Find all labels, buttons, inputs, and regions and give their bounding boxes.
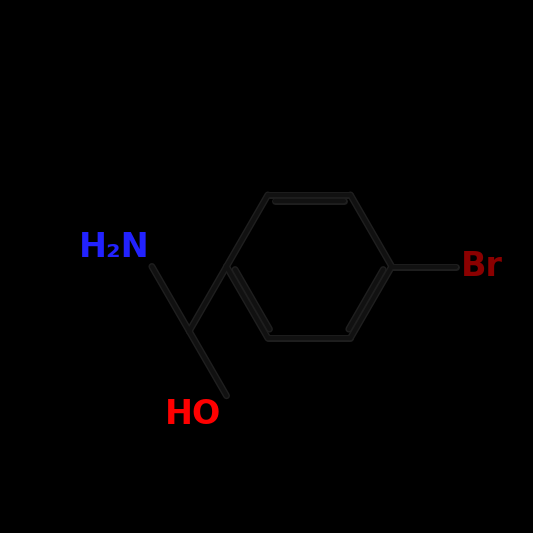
Text: HO: HO (165, 398, 221, 431)
Text: H₂N: H₂N (78, 231, 149, 264)
Text: Br: Br (461, 250, 503, 283)
